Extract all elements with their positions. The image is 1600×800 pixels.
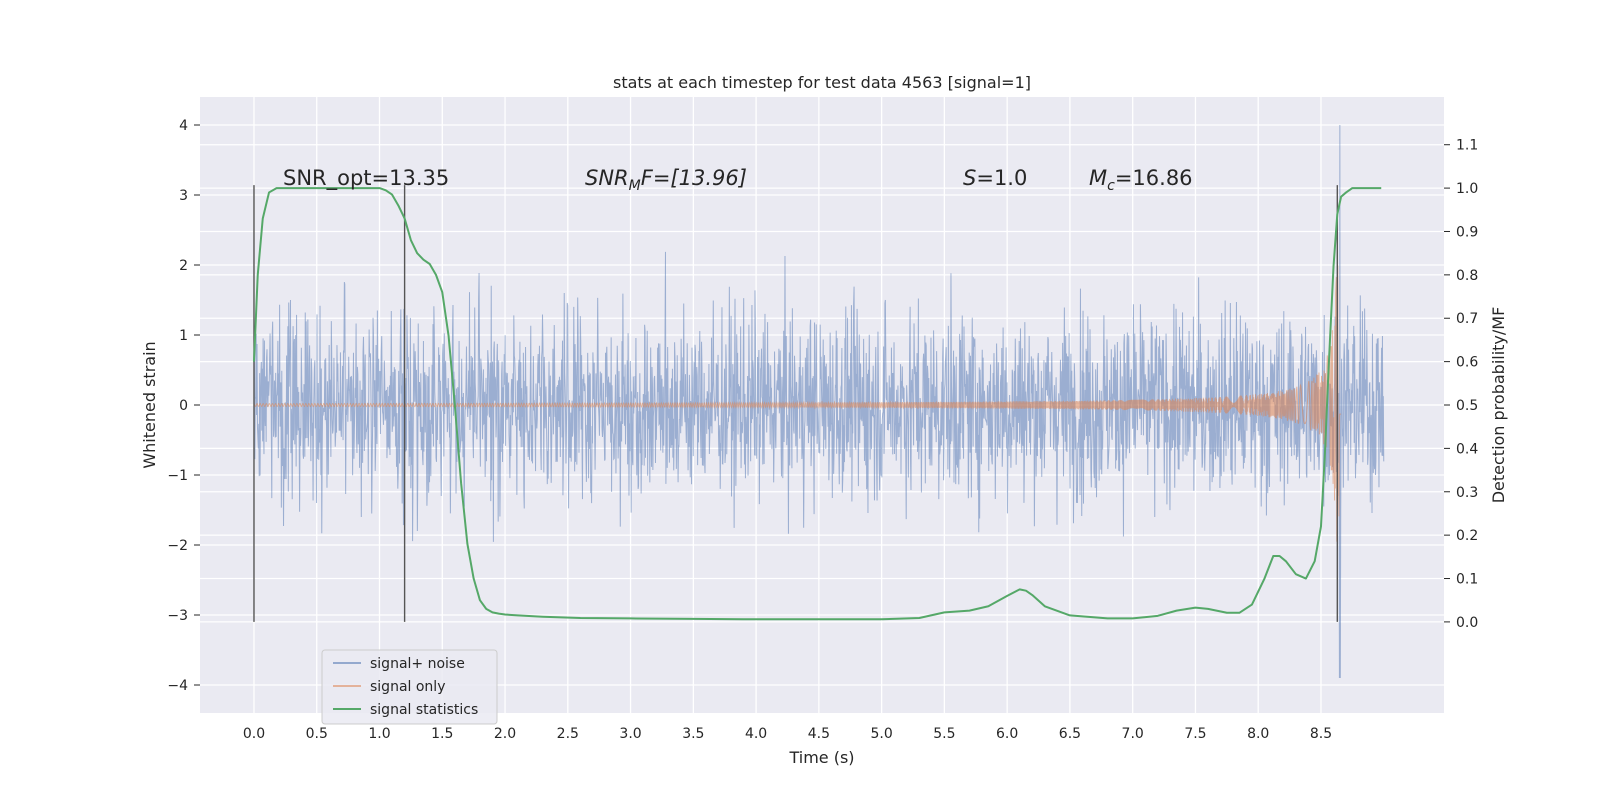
y-tick-label: 0 xyxy=(179,398,188,414)
x-tick-label: 7.0 xyxy=(1122,726,1144,742)
x-tick-label: 2.0 xyxy=(494,726,516,742)
y-tick-label: −3 xyxy=(167,608,188,624)
series-signal-only xyxy=(253,265,1342,542)
y-tick-label: 2 xyxy=(179,258,188,274)
x-tick-label: 3.5 xyxy=(682,726,704,742)
legend-label-signal-noise: signal+ noise xyxy=(370,656,465,672)
chart-title: stats at each timestep for test data 456… xyxy=(613,73,1031,92)
signal-noise-line xyxy=(253,124,1385,679)
mc-subscript: c xyxy=(1107,178,1115,194)
y-tick-label: 1 xyxy=(179,328,188,344)
s-label: S xyxy=(963,166,976,190)
x-tick-label: 8.5 xyxy=(1310,726,1332,742)
annotation-snr-mf: SNRMF=[13.96] xyxy=(585,166,747,194)
y2-tick-label: 0.2 xyxy=(1456,528,1478,544)
y2-tick-label: 0.9 xyxy=(1456,224,1478,240)
legend: signal+ noise signal only signal statist… xyxy=(321,649,498,725)
y2-tick-label: 0.7 xyxy=(1456,311,1478,327)
y2-tick-label: 0.4 xyxy=(1456,441,1478,457)
signal-statistics-line xyxy=(252,187,1382,621)
snr-mf-subscript: M xyxy=(629,178,641,194)
y-tick-label: −1 xyxy=(167,468,188,484)
y2-tick-label: 0.6 xyxy=(1456,355,1478,371)
x-tick-label: 4.5 xyxy=(808,726,830,742)
y2-tick-label: 1.1 xyxy=(1456,138,1478,154)
y-tick-label: 4 xyxy=(179,118,188,134)
x-tick-label: 0.0 xyxy=(243,726,265,742)
s-value: =1.0 xyxy=(976,166,1027,190)
x-tick-label: 7.5 xyxy=(1184,726,1206,742)
y-ticks: 4 3 2 1 0 −1 −2 −3 −4 xyxy=(167,118,200,694)
annotation-snr-opt: SNR_opt=13.35 xyxy=(283,166,449,191)
y-tick-label: 3 xyxy=(179,188,188,204)
x-tick-label: 3.0 xyxy=(619,726,641,742)
y2-tick-label: 0.3 xyxy=(1456,485,1478,501)
y-tick-label: −4 xyxy=(167,678,188,694)
x-tick-label: 5.5 xyxy=(933,726,955,742)
x-tick-label: 6.5 xyxy=(1059,726,1081,742)
series-signal-statistics xyxy=(252,187,1382,621)
y2-tick-label: 0.1 xyxy=(1456,572,1478,588)
signal-only-line xyxy=(253,265,1342,542)
vertical-markers xyxy=(253,185,1338,622)
mc-label: M xyxy=(1089,166,1107,190)
y2-tick-label: 0.5 xyxy=(1456,398,1478,414)
x-axis-label: Time (s) xyxy=(788,748,854,767)
series-signal-noise xyxy=(253,124,1385,679)
legend-label-signal-statistics: signal statistics xyxy=(370,702,478,718)
x-tick-label: 4.0 xyxy=(745,726,767,742)
legend-box xyxy=(321,649,498,725)
y2-axis-label: Detection probability/MF xyxy=(1489,307,1508,504)
x-tick-label: 0.5 xyxy=(306,726,328,742)
x-tick-label: 1.5 xyxy=(431,726,453,742)
x-ticks: 0.0 0.5 1.0 1.5 2.0 2.5 3.0 3.5 4.0 4.5 5.0 5.5 6.0 6… xyxy=(243,726,1332,742)
legend-label-signal-only: signal only xyxy=(370,679,445,695)
annotation-s: S=1.0 xyxy=(963,166,1027,190)
mc-value: =16.86 xyxy=(1115,166,1193,190)
y2-tick-label: 0.0 xyxy=(1456,615,1478,631)
snr-mf-rest: F=[13.96] xyxy=(641,166,747,190)
y2-tick-label: 1.0 xyxy=(1456,181,1478,197)
x-tick-label: 1.0 xyxy=(368,726,390,742)
y-axis-label: Whitened strain xyxy=(140,341,159,468)
y2-tick-label: 0.8 xyxy=(1456,268,1478,284)
x-tick-label: 5.0 xyxy=(870,726,892,742)
x-tick-label: 8.0 xyxy=(1247,726,1269,742)
x-tick-label: 2.5 xyxy=(557,726,579,742)
x-tick-label: 6.0 xyxy=(996,726,1018,742)
snr-mf-label: SNR xyxy=(585,166,629,190)
annotation-mc: Mc=16.86 xyxy=(1089,166,1193,194)
y2-ticks: 1.1 1.0 0.9 0.8 0.7 0.6 0.5 0.4 0.3 0.2 0.1 0.0 xyxy=(1444,138,1478,631)
y-tick-label: −2 xyxy=(167,538,188,554)
